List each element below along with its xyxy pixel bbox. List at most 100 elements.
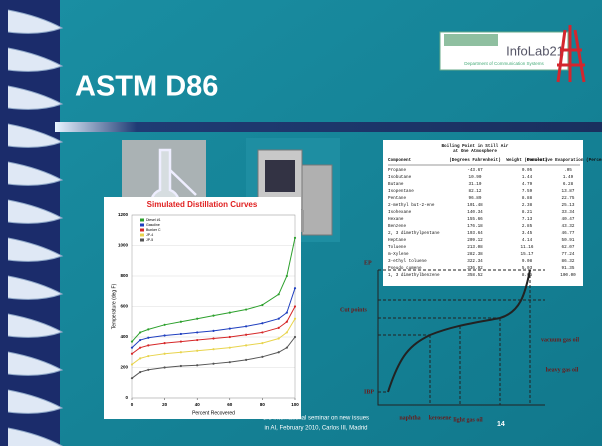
table-cell: 4.14	[522, 238, 533, 243]
table-cell: 282.38	[467, 252, 483, 257]
point	[286, 331, 288, 333]
point	[294, 287, 296, 289]
table-cell: 43.32	[562, 224, 575, 229]
point	[196, 339, 198, 341]
table-cell: 193.64	[467, 231, 483, 236]
table-cell: 2.85	[522, 224, 533, 229]
point	[147, 337, 149, 339]
table-cell: 140.34	[467, 210, 483, 215]
point	[286, 321, 288, 323]
point	[229, 347, 231, 349]
legend-label: Diesel #1	[146, 218, 161, 222]
legend-swatch	[140, 234, 144, 237]
apparatus-side	[302, 165, 332, 235]
table-cell: 50.91	[562, 238, 575, 243]
apparatus-window	[265, 160, 295, 192]
point	[212, 330, 214, 332]
point	[286, 312, 288, 314]
point	[229, 361, 231, 363]
table-cell: Isopentane	[388, 189, 414, 194]
table-cell: 209.12	[467, 238, 483, 243]
point	[164, 342, 166, 344]
point	[139, 331, 141, 333]
table-cell: Hexane	[388, 217, 404, 222]
point	[180, 365, 182, 367]
table-cell: 1, 3 dimethylbenzene	[388, 273, 440, 278]
y-tick-label: 200	[120, 365, 128, 370]
point	[164, 324, 166, 326]
table-cell: Isohexane	[388, 210, 412, 215]
x-tick-label: 20	[162, 402, 168, 407]
legend-swatch	[140, 229, 144, 232]
table-header: Component	[388, 158, 412, 163]
legend-label: Gasoline	[146, 223, 160, 227]
point	[261, 356, 263, 358]
point	[294, 237, 296, 239]
table-cell: 0.05	[522, 168, 533, 173]
y-tick-label: 1200	[118, 212, 129, 217]
table-cell: Propane	[388, 168, 406, 173]
logo-building	[444, 34, 498, 46]
point	[164, 353, 166, 355]
point	[139, 371, 141, 373]
table-cell: 33.34	[562, 210, 575, 215]
diagram-label: EP	[364, 260, 372, 266]
diagram-label: Cut points	[340, 307, 368, 313]
point	[131, 347, 133, 349]
point	[261, 304, 263, 306]
diagram-label: vacuum gas oil	[541, 337, 579, 343]
table-cell: 8.21	[522, 210, 533, 215]
table-cell: 15.17	[521, 252, 534, 257]
table-cell: 213.08	[467, 245, 483, 250]
point	[261, 342, 263, 344]
table-header: (Degrees Fahrenheit)	[449, 158, 501, 163]
point	[212, 315, 214, 317]
point	[196, 318, 198, 320]
footer-line: 3rd International seminar on new issues	[263, 416, 369, 422]
table-cell: 2, 3 dimethylpentane	[388, 231, 440, 236]
point	[229, 336, 231, 338]
point	[212, 337, 214, 339]
table-cell: 3.45	[522, 231, 533, 236]
point	[278, 337, 280, 339]
table-cell: 8.88	[522, 196, 533, 201]
table-cell: 322.34	[467, 259, 483, 264]
logo-text: InfoLab21	[506, 43, 564, 58]
point	[139, 347, 141, 349]
table-cell: -43.67	[467, 168, 483, 173]
x-tick-label: 100	[291, 402, 299, 407]
page-number: 14	[497, 421, 505, 428]
point	[196, 350, 198, 352]
table-cell: 4.79	[522, 182, 533, 187]
diagram-label: heavy gas oil	[546, 367, 579, 373]
table-cell: 1.49	[563, 175, 574, 180]
point	[180, 351, 182, 353]
point	[131, 363, 133, 365]
slide: ASTM D86 InfoLab21 Department of Communi…	[0, 0, 602, 446]
table-cell: 10.90	[469, 175, 482, 180]
point	[229, 328, 231, 330]
diagram-label: naphtha	[399, 415, 420, 421]
y-tick-label: 400	[120, 334, 128, 339]
title-bar	[55, 122, 602, 132]
point	[147, 328, 149, 330]
diagram-label: kerosene	[429, 415, 452, 421]
table-cell: Isobutane	[388, 175, 412, 180]
table-cell: 3-ethyl toluene	[388, 259, 427, 264]
y-tick-label: 800	[120, 273, 128, 278]
table-cell: Toluene	[388, 245, 406, 250]
footer-line: in AI, February 2010, Carlos III, Madrid	[264, 426, 367, 432]
legend-swatch	[140, 224, 144, 227]
table-cell: Butane	[388, 182, 404, 187]
point	[164, 366, 166, 368]
table-cell: 358.52	[467, 273, 483, 278]
logo-subtitle: Department of Communication Systems	[464, 61, 544, 66]
table-cell: 155.66	[467, 217, 483, 222]
point	[245, 334, 247, 336]
table-cell: .05	[564, 168, 572, 173]
point	[196, 364, 198, 366]
point	[164, 334, 166, 336]
table-header: Cumulative Evaporation (Percent)	[527, 158, 602, 163]
table-cell: 40.47	[562, 217, 575, 222]
table-cell: 77.24	[562, 252, 575, 257]
